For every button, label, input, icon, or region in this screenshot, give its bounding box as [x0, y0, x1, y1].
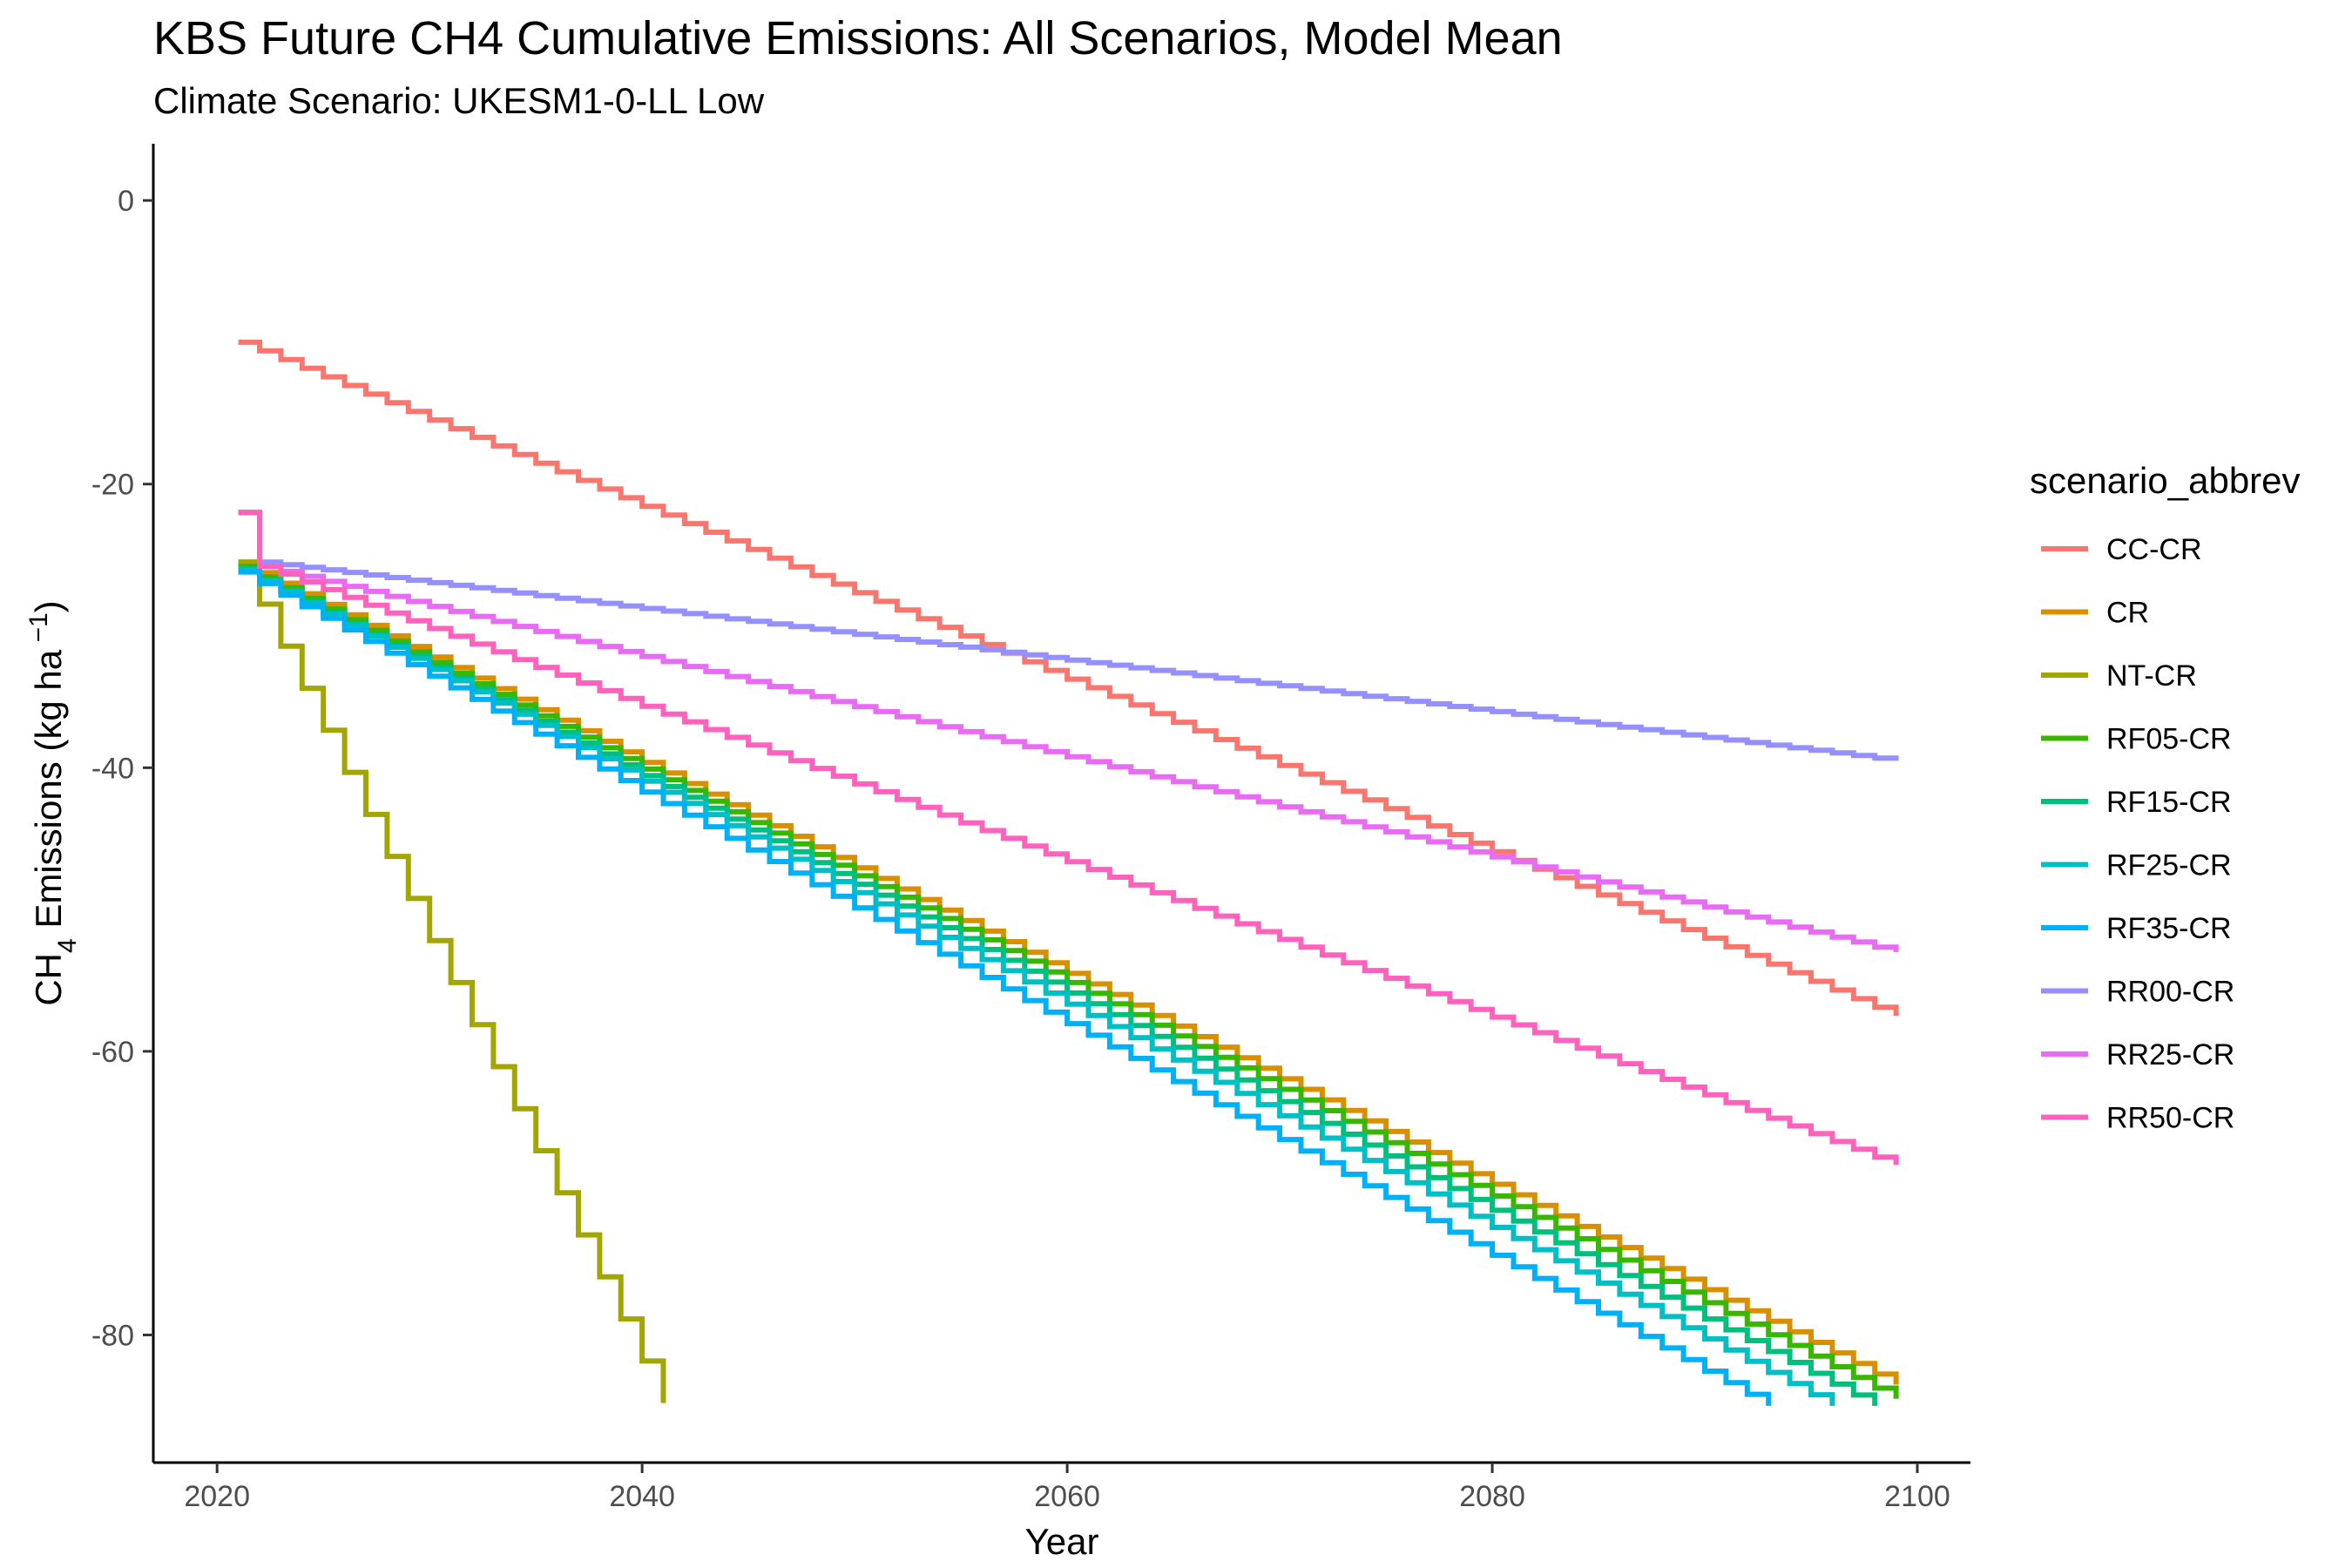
y-tick-label: 0	[118, 185, 134, 218]
series-line-cc-cr	[238, 339, 1899, 1017]
y-axis-title-close: )	[28, 600, 69, 612]
y-axis-title-main: CH	[28, 953, 69, 1006]
legend-label-rf25-cr: RF25-CR	[2106, 849, 2232, 882]
y-tick-label: -80	[91, 1319, 134, 1352]
legend-label-cr: CR	[2106, 597, 2149, 630]
y-tick-label: -60	[91, 1036, 134, 1069]
x-tick-label: 2020	[184, 1480, 250, 1513]
chart-title: KBS Future CH4 Cumulative Emissions: All…	[153, 12, 1563, 64]
y-axis-title-sub: 4	[53, 938, 82, 953]
y-tick-label: -40	[91, 752, 134, 785]
series-line-rr00-cr	[238, 510, 1899, 761]
series-line-rr50-cr	[238, 510, 1899, 1166]
series-line-rf35-cr	[238, 569, 1772, 1406]
x-tick-label: 2100	[1884, 1480, 1950, 1513]
x-tick-label: 2080	[1459, 1480, 1525, 1513]
legend-label-cc-cr: CC-CR	[2106, 533, 2202, 566]
legend-label-rf05-cr: RF05-CR	[2106, 723, 2232, 756]
legend-title: scenario_abbrev	[2030, 460, 2301, 501]
series-layer	[238, 339, 1899, 1406]
x-axis-title: Year	[1025, 1521, 1099, 1562]
series-line-rr25-cr	[238, 510, 1899, 952]
legend-label-rr50-cr: RR50-CR	[2106, 1102, 2234, 1135]
series-line-rf25-cr	[238, 566, 1835, 1406]
series-line-rf15-cr	[238, 566, 1878, 1406]
y-axis-title-sup: −1	[24, 612, 53, 650]
chart-subtitle: Climate Scenario: UKESM1-0-LL Low	[153, 80, 765, 121]
ticks-layer: 2020 2040 2060 2080 2100 0 -20 -40 -60 -80	[91, 185, 1950, 1513]
legend: CC-CR CR NT-CR RF05-CR RF15-CR RF25-CR RF35-CR…	[2041, 533, 2234, 1135]
y-axis-title: CH4 Emissions (kg ha −1)	[24, 600, 82, 1005]
legend-label-nt-cr: NT-CR	[2106, 659, 2197, 693]
y-axis-title-rest: Emissions (kg ha	[28, 649, 69, 938]
series-line-nt-cr	[238, 559, 666, 1403]
x-tick-label: 2060	[1034, 1480, 1100, 1513]
legend-label-rr25-cr: RR25-CR	[2106, 1038, 2234, 1071]
legend-label-rf15-cr: RF15-CR	[2106, 786, 2232, 819]
x-tick-label: 2040	[609, 1480, 675, 1513]
legend-label-rr00-cr: RR00-CR	[2106, 976, 2234, 1009]
y-tick-label: -20	[91, 469, 134, 502]
legend-label-rf35-cr: RF35-CR	[2106, 912, 2232, 945]
